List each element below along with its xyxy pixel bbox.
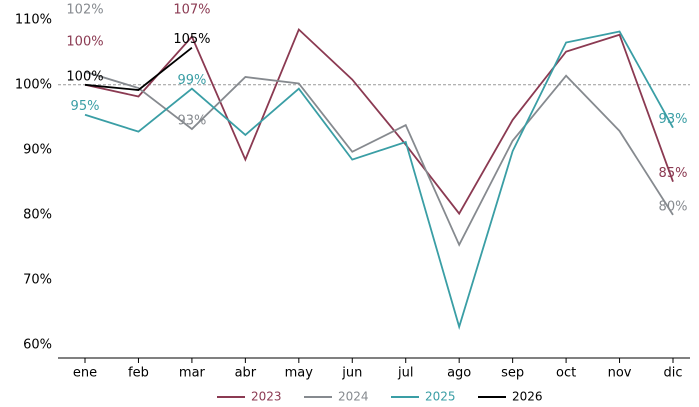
x-tick-label: ago <box>447 366 471 381</box>
data-label: 100% <box>66 69 103 84</box>
data-label: 105% <box>173 32 210 47</box>
y-tick-label: 110% <box>15 12 52 27</box>
data-label: 99% <box>177 73 206 88</box>
x-tick-label: feb <box>128 366 149 381</box>
data-label: 80% <box>659 199 688 214</box>
x-tick-label: may <box>285 366 314 381</box>
y-tick-label: 70% <box>23 272 52 287</box>
y-tick-label: 100% <box>15 77 52 92</box>
legend-label: 2026 <box>512 390 543 404</box>
series-line <box>84 27 674 216</box>
data-label: 85% <box>659 166 688 181</box>
series-line <box>84 30 674 330</box>
series-line <box>84 47 193 91</box>
y-tick-label: 90% <box>23 142 52 157</box>
data-label: 93% <box>177 114 206 129</box>
data-label: 93% <box>659 112 688 127</box>
x-tick-label: dic <box>663 366 682 381</box>
x-tick-label: nov <box>608 366 632 381</box>
data-label: 102% <box>66 3 103 18</box>
y-tick-label: 80% <box>23 207 52 222</box>
x-tick-label: jun <box>341 366 362 381</box>
y-tick-label: 60% <box>23 337 52 352</box>
legend-label: 2023 <box>251 390 282 404</box>
x-tick-label: abr <box>235 366 257 381</box>
series-line <box>84 70 674 247</box>
x-tick-label: oct <box>556 366 576 381</box>
x-tick-label: sep <box>501 366 524 381</box>
x-tick-label: jul <box>397 366 413 381</box>
x-tick-label: mar <box>179 366 206 381</box>
x-tick-label: ene <box>73 366 97 381</box>
data-label: 95% <box>71 99 100 114</box>
legend-label: 2024 <box>338 390 369 404</box>
data-label: 107% <box>173 3 210 18</box>
data-label: 100% <box>66 35 103 50</box>
legend-label: 2025 <box>425 390 456 404</box>
